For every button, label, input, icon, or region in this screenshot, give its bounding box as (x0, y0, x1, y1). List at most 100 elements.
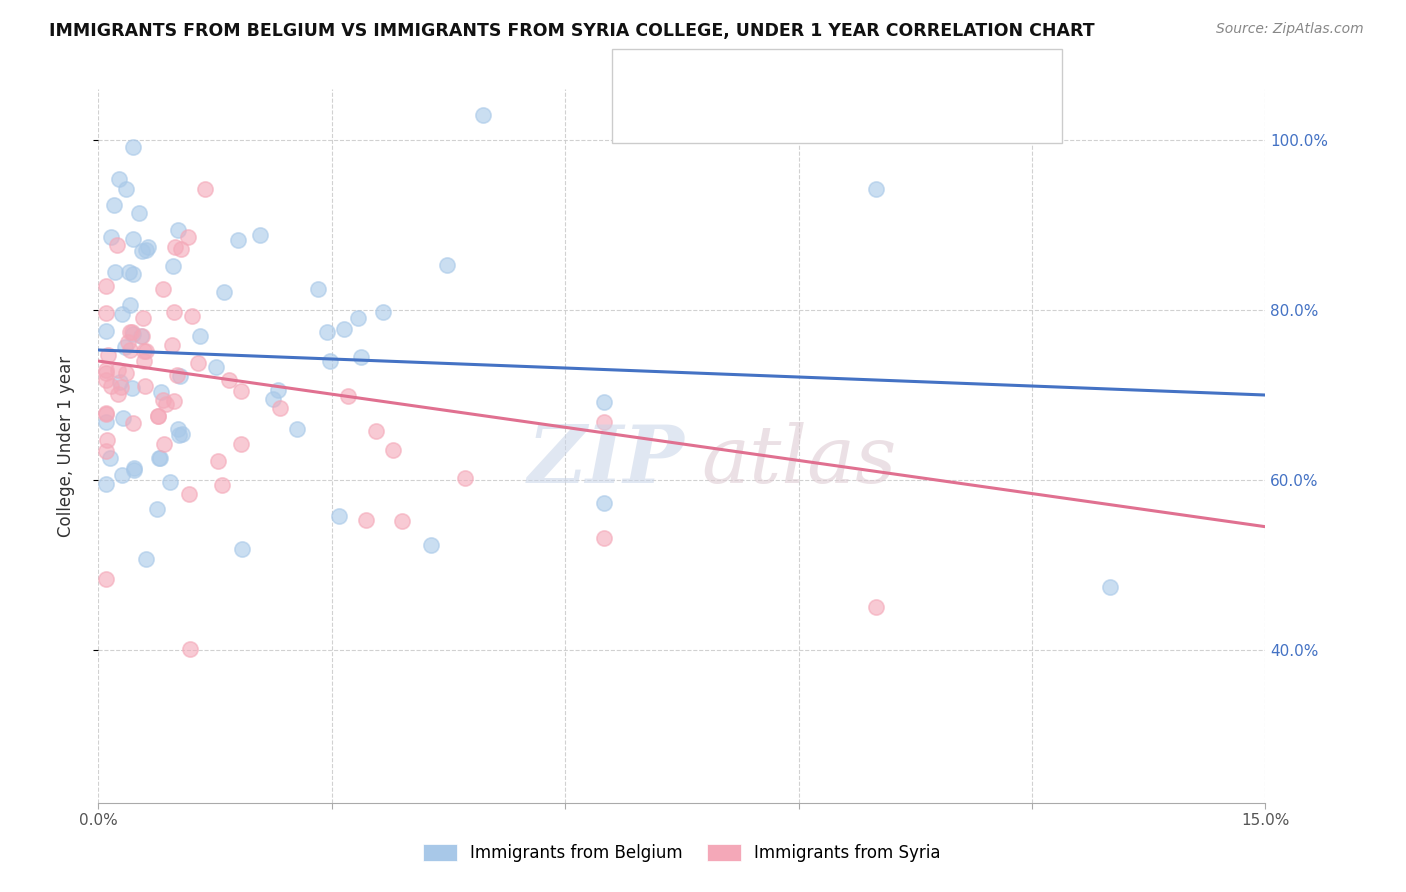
Point (134, 354, 156, 368)
Point (350, 350, 373, 364)
Point (177, 230, 200, 244)
Point (207, 454, 229, 468)
Point (163, 393, 186, 408)
Point (205, 359, 228, 374)
Point (117, 334, 139, 349)
Point (170, 427, 193, 442)
Point (155, 397, 177, 411)
Point (128, 206, 150, 220)
Point (149, 451, 172, 466)
Point (121, 381, 143, 395)
Point (218, 373, 240, 387)
Point (96, 406, 118, 420)
Point (166, 368, 188, 382)
Point (179, 641, 201, 656)
Point (211, 478, 233, 492)
Point (146, 409, 169, 423)
Point (129, 328, 152, 343)
Point (336, 389, 359, 403)
Point (96, 362, 118, 376)
Point (170, 242, 193, 256)
Point (249, 227, 271, 242)
Text: -0.199: -0.199 (720, 97, 779, 112)
Point (194, 182, 217, 196)
Point (391, 514, 413, 528)
Point (285, 422, 308, 436)
Text: Source: ZipAtlas.com: Source: ZipAtlas.com (1216, 22, 1364, 37)
Point (267, 383, 290, 397)
Point (146, 409, 169, 424)
Point (132, 343, 155, 358)
Point (122, 463, 145, 477)
Point (436, 258, 458, 272)
Point (135, 244, 157, 258)
Point (96, 324, 118, 338)
Y-axis label: College, Under 1 year: College, Under 1 year (56, 355, 75, 537)
Point (152, 437, 174, 451)
Point (212, 285, 235, 299)
Point (111, 411, 134, 425)
Point (169, 368, 191, 383)
Point (382, 442, 405, 457)
Point (187, 356, 209, 370)
Point (354, 512, 377, 526)
Point (96, 279, 118, 293)
Point (146, 502, 169, 516)
Point (134, 379, 156, 393)
Point (107, 363, 129, 377)
Point (103, 197, 125, 211)
Text: N = 62: N = 62 (804, 97, 872, 112)
Point (131, 244, 153, 258)
Point (96, 573, 118, 587)
Point (111, 307, 134, 321)
Point (333, 322, 356, 336)
Point (226, 233, 249, 247)
Text: N = 66: N = 66 (804, 62, 872, 77)
Point (121, 325, 143, 339)
Point (166, 421, 188, 435)
Point (100, 450, 122, 465)
Point (366, 424, 388, 438)
Point (103, 265, 125, 279)
Point (96, 306, 118, 320)
Text: atlas: atlas (702, 422, 896, 499)
Point (135, 344, 157, 359)
Point (100, 379, 122, 393)
Point (231, 541, 253, 556)
Point (121, 267, 143, 281)
Point (593, 531, 616, 545)
Point (114, 340, 136, 354)
Point (124, 461, 146, 475)
Point (108, 172, 131, 186)
Legend: Immigrants from Belgium, Immigrants from Syria: Immigrants from Belgium, Immigrants from… (423, 844, 941, 863)
Text: R =: R = (678, 97, 711, 112)
Point (308, 282, 330, 296)
Point (167, 223, 190, 237)
Point (118, 265, 141, 279)
Point (122, 326, 145, 341)
Point (97, 347, 120, 361)
Point (373, 305, 395, 319)
Point (105, 238, 128, 252)
Point (319, 354, 342, 368)
Text: ZIP: ZIP (527, 422, 685, 499)
Point (453, 471, 475, 485)
Point (96, 476, 118, 491)
Point (152, 393, 174, 408)
Point (136, 240, 159, 254)
Point (115, 366, 138, 380)
Point (115, 182, 138, 196)
Point (111, 467, 134, 482)
Point (96, 366, 118, 380)
Point (231, 384, 253, 398)
Point (346, 311, 368, 326)
Point (163, 240, 186, 254)
Text: R =: R = (678, 62, 711, 77)
Point (132, 311, 155, 326)
Point (96, 444, 118, 458)
Point (159, 475, 181, 490)
Point (471, 108, 494, 122)
Point (179, 487, 201, 501)
Point (865, 600, 887, 615)
Point (96, 433, 118, 447)
